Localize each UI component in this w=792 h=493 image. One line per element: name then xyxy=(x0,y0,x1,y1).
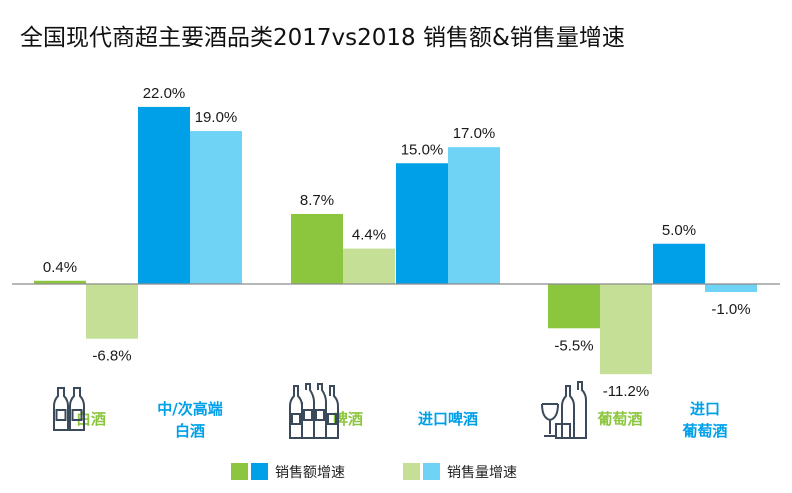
legend-swatch xyxy=(423,463,440,480)
bar-中/次高端白酒-销售额增速 xyxy=(138,106,190,285)
chart-title: 全国现代商超主要酒品类2017vs2018 销售额&销售量增速 xyxy=(20,25,625,51)
legend: 销售额增速 销售量增速 xyxy=(231,463,517,481)
legend-label: 销售量增速 xyxy=(447,465,517,481)
value-label: 22.0% xyxy=(143,85,186,102)
value-label: 4.4% xyxy=(352,227,386,244)
value-label: 15.0% xyxy=(401,141,444,158)
bar-葡萄酒-销售量增速 xyxy=(600,284,652,375)
value-label: -11.2% xyxy=(603,383,649,400)
value-label: 17.0% xyxy=(453,125,496,142)
value-label: 19.0% xyxy=(195,109,238,126)
bar-白酒-销售量增速 xyxy=(86,284,138,339)
value-label: -1.0% xyxy=(711,301,750,318)
bar-白酒-销售额增速 xyxy=(34,280,86,284)
value-label: 8.7% xyxy=(300,192,334,209)
bottles-icon xyxy=(53,387,85,431)
legend-swatch xyxy=(231,463,248,480)
category-label: 白酒 xyxy=(175,422,205,440)
category-label: 葡萄酒 xyxy=(681,422,727,440)
category-label: 进口 xyxy=(690,400,720,418)
bar-葡萄酒-销售额增速 xyxy=(548,284,600,329)
bar-进口葡萄酒-销售量增速 xyxy=(705,284,757,293)
value-labels-group: 0.4% -6.8% 22.0% 19.0% 8.7% 4.4% 15.0% 17.0% -5.… xyxy=(43,85,751,400)
legend-label: 销售额增速 xyxy=(275,465,345,481)
bar-啤酒-销售量增速 xyxy=(343,248,395,284)
bar-进口啤酒-销售额增速 xyxy=(396,163,448,284)
bar-进口啤酒-销售量增速 xyxy=(448,147,500,284)
wine-glasses-icon xyxy=(541,381,587,439)
value-label: -5.5% xyxy=(554,337,593,354)
bar-进口葡萄酒-销售额增速 xyxy=(653,243,705,284)
legend-swatch xyxy=(251,463,268,480)
value-label: 5.0% xyxy=(662,222,696,239)
category-label: 进口啤酒 xyxy=(418,410,478,428)
bar-中/次高端白酒-销售量增速 xyxy=(190,131,242,284)
bar-啤酒-销售额增速 xyxy=(291,213,343,284)
category-label: 葡萄酒 xyxy=(596,410,642,428)
bars-group xyxy=(34,106,757,375)
beer-bottles-icon xyxy=(289,383,339,439)
category-label: 啤酒 xyxy=(333,410,363,428)
legend-swatch xyxy=(403,463,420,480)
category-label: 中/次高端 xyxy=(157,400,222,418)
value-label: -6.8% xyxy=(92,348,131,365)
value-label: 0.4% xyxy=(43,259,77,276)
